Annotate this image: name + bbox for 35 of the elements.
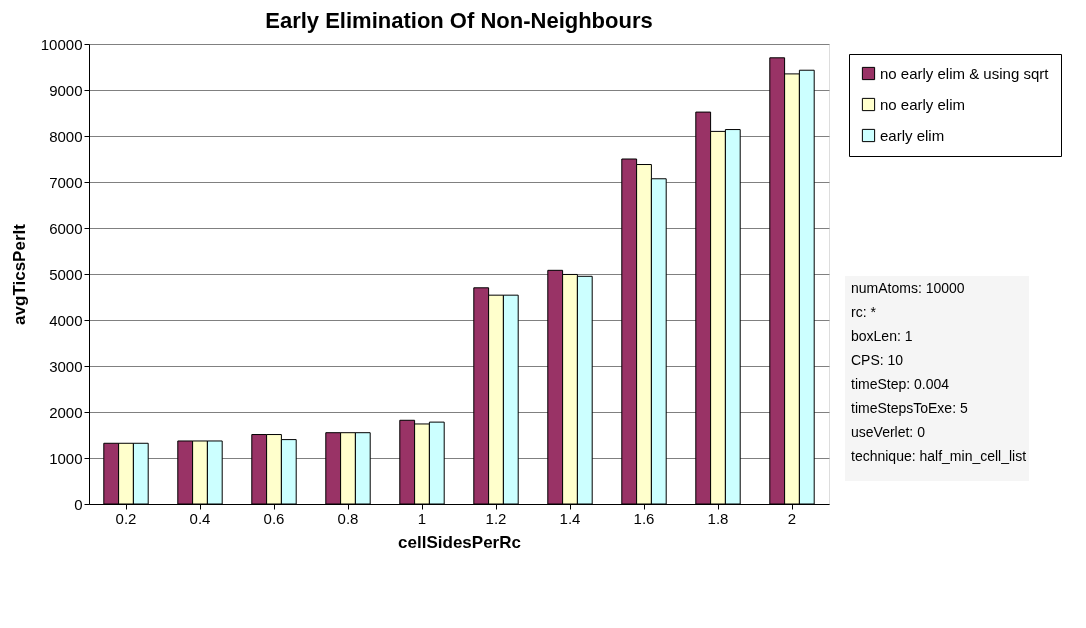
y-tick-label: 10000 bbox=[40, 35, 83, 53]
y-tick-label: 7000 bbox=[49, 173, 83, 191]
y-tick-label: 8000 bbox=[49, 127, 83, 145]
text: CPS: 10 bbox=[851, 352, 904, 368]
x-tick-label: 1.8 bbox=[707, 509, 729, 527]
text: rc: * bbox=[851, 304, 877, 320]
chart-title: Early Elimination Of Non-Neighbours bbox=[265, 8, 653, 33]
x-tick-label: 0.4 bbox=[189, 509, 211, 527]
x-tick-label: 1 bbox=[417, 509, 427, 527]
x-tick-label: 1.4 bbox=[559, 509, 581, 527]
text: numAtoms: 10000 bbox=[851, 280, 965, 296]
y-tick-label: 2000 bbox=[49, 403, 83, 421]
y-tick-label: 5000 bbox=[49, 265, 83, 283]
x-axis-title: cellSidesPerRc bbox=[398, 532, 521, 552]
text: technique: half_min_cell_list bbox=[851, 448, 1027, 464]
legend-label: no early elim & using sqrt bbox=[880, 64, 1050, 82]
x-tick-label: 0.2 bbox=[115, 509, 137, 527]
y-axis-title: avgTicsPerIt bbox=[9, 223, 29, 325]
y-tick-label: 0 bbox=[74, 495, 83, 513]
legend-label: early elim bbox=[880, 126, 945, 144]
y-tick-label: 4000 bbox=[49, 311, 83, 329]
legend-label: no early elim bbox=[880, 95, 966, 113]
text: useVerlet: 0 bbox=[851, 424, 926, 440]
text: boxLen: 1 bbox=[851, 328, 913, 344]
text: timeStepsToExe: 5 bbox=[851, 400, 968, 416]
x-tick-label: 1.2 bbox=[485, 509, 507, 527]
x-tick-label: 0.8 bbox=[337, 509, 359, 527]
text: timeStep: 0.004 bbox=[851, 376, 950, 392]
x-tick-label: 1.6 bbox=[633, 509, 655, 527]
y-tick-label: 9000 bbox=[49, 81, 83, 99]
y-tick-label: 6000 bbox=[49, 219, 83, 237]
y-tick-label: 3000 bbox=[49, 357, 83, 375]
x-tick-label: 0.6 bbox=[263, 509, 285, 527]
x-tick-label: 2 bbox=[787, 509, 797, 527]
y-tick-label: 1000 bbox=[49, 449, 83, 467]
